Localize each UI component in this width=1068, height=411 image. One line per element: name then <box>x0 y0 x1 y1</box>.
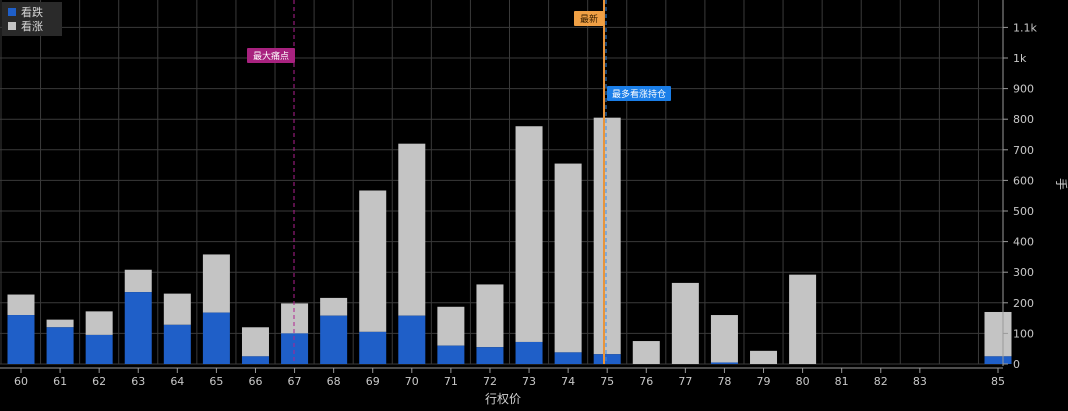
bar-call-79 <box>750 350 778 364</box>
x-tick-label: 78 <box>717 375 731 388</box>
annotation-label: 最大痛点 <box>253 50 289 62</box>
bar-call-60 <box>7 294 35 316</box>
y-tick-label: 900 <box>1013 83 1034 96</box>
y-axis-title: 手 <box>1054 178 1068 190</box>
bar-call-73 <box>515 126 543 342</box>
y-tick-label: 200 <box>1013 297 1034 310</box>
bars <box>7 117 1012 364</box>
bar-put-72 <box>476 347 504 364</box>
bar-call-61 <box>46 319 74 328</box>
x-tick-label: 79 <box>757 375 771 388</box>
bar-call-74 <box>554 163 582 353</box>
x-tick-label: 73 <box>522 375 536 388</box>
bar-call-78 <box>710 315 738 363</box>
x-tick-label: 68 <box>327 375 341 388</box>
x-tick-label: 66 <box>248 375 262 388</box>
x-tick-label: 72 <box>483 375 497 388</box>
bar-call-75 <box>593 117 621 355</box>
bar-put-75 <box>593 354 621 364</box>
legend-label-call: 看涨 <box>21 19 43 33</box>
y-axis: 0 100 200 300 400 500 600 700 800 900 1k 1.1k <box>1002 0 1037 371</box>
x-tick-label: 63 <box>131 375 145 388</box>
y-tick-label: 1k <box>1013 52 1027 65</box>
y-tick-label: 700 <box>1013 144 1034 157</box>
bar-call-80 <box>789 274 817 364</box>
bar-put-68 <box>320 315 348 364</box>
bar-call-77 <box>671 282 699 364</box>
x-tick-label: 76 <box>639 375 653 388</box>
x-tick-label: 80 <box>796 375 810 388</box>
annotation-flag <box>607 86 671 101</box>
bar-put-85 <box>984 356 1012 364</box>
x-tick-label: 67 <box>288 375 302 388</box>
y-tick-label: 800 <box>1013 113 1034 126</box>
legend-swatch-call[interactable] <box>8 22 16 30</box>
bar-put-62 <box>85 334 113 364</box>
bar-call-68 <box>320 297 348 316</box>
annotation-flag <box>574 11 604 26</box>
x-axis: 60 61 62 63 64 65 66 67 68 69 70 71 72 73 74 75 76 77 78 79… <box>0 367 1005 388</box>
y-tick-label: 100 <box>1013 327 1034 340</box>
x-tick-label: 75 <box>600 375 614 388</box>
x-tick-label: 82 <box>874 375 888 388</box>
bar-call-62 <box>85 311 113 335</box>
bar-put-69 <box>359 331 387 364</box>
bar-call-69 <box>359 190 387 332</box>
x-axis-title: 行权价 <box>485 392 521 406</box>
bar-put-64 <box>163 324 191 364</box>
bar-call-67 <box>281 303 309 334</box>
bar-put-67 <box>281 333 309 364</box>
bar-call-85 <box>984 311 1012 357</box>
bar-put-60 <box>7 315 35 364</box>
bar-put-61 <box>46 327 74 364</box>
x-tick-label: 71 <box>444 375 458 388</box>
annotation-label: 最多看涨持仓 <box>612 88 666 100</box>
bar-call-71 <box>437 306 465 346</box>
bar-call-65 <box>202 254 230 313</box>
bar-call-70 <box>398 143 426 316</box>
x-tick-label: 69 <box>366 375 380 388</box>
x-tick-label: 81 <box>835 375 849 388</box>
bar-call-76 <box>632 341 660 364</box>
y-tick-label: 400 <box>1013 236 1034 249</box>
x-tick-label: 77 <box>678 375 692 388</box>
y-tick-label: 600 <box>1013 174 1034 187</box>
x-tick-label: 60 <box>14 375 28 388</box>
x-tick-label: 61 <box>53 375 67 388</box>
bar-put-66 <box>241 356 269 364</box>
x-tick-label: 65 <box>209 375 223 388</box>
legend: 看跌 看涨 <box>2 2 62 36</box>
legend-background <box>2 2 62 36</box>
x-tick-label: 83 <box>913 375 927 388</box>
y-tick-label: 0 <box>1013 358 1020 371</box>
annotation-flag <box>247 48 295 63</box>
legend-label-put: 看跌 <box>21 5 43 19</box>
bar-put-73 <box>515 341 543 364</box>
bar-call-64 <box>163 293 191 325</box>
y-tick-label: 500 <box>1013 205 1034 218</box>
x-tick-label: 64 <box>170 375 184 388</box>
x-tick-label: 74 <box>561 375 575 388</box>
bar-call-72 <box>476 284 504 348</box>
annotation-label: 最新 <box>580 13 598 25</box>
legend-swatch-put <box>8 8 16 16</box>
bar-put-78 <box>710 362 738 364</box>
y-tick-label: 1.1k <box>1013 21 1037 34</box>
bar-put-70 <box>398 315 426 364</box>
x-tick-label: 62 <box>92 375 106 388</box>
bar-call-66 <box>241 327 269 357</box>
bar-put-65 <box>202 312 230 364</box>
bar-put-63 <box>124 292 152 364</box>
y-tick-label: 300 <box>1013 266 1034 279</box>
bar-put-71 <box>437 345 465 364</box>
x-tick-label: 85 <box>991 375 1005 388</box>
bar-put-74 <box>554 352 582 364</box>
bar-call-63 <box>124 269 152 293</box>
x-tick-label: 70 <box>405 375 419 388</box>
